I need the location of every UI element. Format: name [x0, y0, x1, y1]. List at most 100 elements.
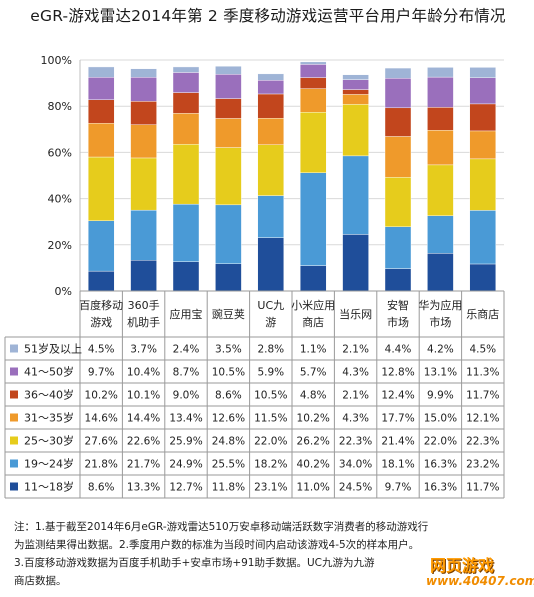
table-cell-value: 27.6% [85, 436, 118, 448]
table-cell-value: 10.4% [127, 367, 160, 379]
table-cell-value: 26.2% [297, 436, 330, 448]
bar-segment [130, 77, 157, 102]
table-cell-value: 24.8% [212, 436, 245, 448]
y-tick-label: 60% [48, 146, 72, 159]
legend-label: 41～50岁 [24, 365, 74, 379]
bar-segment [215, 147, 242, 206]
bar-segment [87, 66, 115, 78]
table-cell-value: 8.6% [88, 482, 115, 494]
table-cell-value: 12.4% [381, 390, 414, 402]
bar-segment [427, 107, 454, 131]
table-cell-value: 34.0% [339, 459, 372, 471]
table-cell-value: 24.9% [169, 459, 202, 471]
legend-label: 11～18岁 [24, 480, 74, 494]
legend-label: 19～24岁 [24, 457, 74, 471]
bar-segment [384, 67, 412, 79]
legend-swatch [10, 367, 18, 376]
table-cell-value: 11.7% [466, 390, 499, 402]
table-cell-value: 4.4% [385, 344, 412, 356]
bar-segment [384, 107, 412, 137]
bar-segment [469, 210, 496, 265]
bar-segment [300, 112, 327, 173]
table-cell-value: 24.5% [339, 482, 372, 494]
table-cell-value: 11.8% [212, 482, 245, 494]
site-watermark-logo: 网页游戏 www.40407.com [422, 548, 534, 594]
legend-swatch [10, 344, 18, 353]
bar-segment [87, 220, 115, 272]
table-cell-value: 16.3% [424, 482, 457, 494]
bar-segment [384, 177, 412, 227]
y-tick-label: 100% [41, 54, 72, 67]
bar-segment [469, 158, 496, 211]
y-tick-label: 40% [48, 193, 72, 206]
bar-segment [469, 263, 496, 292]
table-cell-value: 13.3% [127, 482, 160, 494]
table-cell-value: 10.2% [85, 390, 118, 402]
table-cell-value: 8.7% [173, 367, 200, 379]
table-cell-value: 9.7% [88, 367, 115, 379]
bar-segment [300, 61, 327, 65]
bar-segment [342, 234, 369, 292]
table-cell-value: 18.2% [254, 459, 287, 471]
table-cell-value: 4.3% [342, 367, 369, 379]
bar-segment [215, 98, 242, 119]
table-cell-value: 2.4% [173, 344, 200, 356]
table-cell-value: 3.7% [130, 344, 157, 356]
bar-segment [130, 124, 157, 159]
table-cell-value: 18.1% [381, 459, 414, 471]
bar-segment [130, 260, 157, 292]
footnote-line-3: 3.百度移动游戏数据为百度手机助手+安卓市场+91助手数据。UC九游为九游 [14, 557, 375, 569]
bar-segment [130, 101, 157, 125]
table-cell-value: 10.1% [127, 390, 160, 402]
table-cell-value: 2.1% [342, 344, 369, 356]
category-label: 应用宝 [170, 307, 203, 321]
table-cell-value: 22.3% [339, 436, 372, 448]
bar-segment [257, 118, 284, 145]
table-cell-value: 9.7% [385, 482, 412, 494]
table-cell-value: 11.5% [254, 413, 287, 425]
table-cell-value: 40.2% [297, 459, 330, 471]
category-label: 百度移动游戏 [79, 298, 123, 329]
bar-segment [427, 76, 454, 108]
bar-segment [427, 215, 454, 254]
legend-swatch [10, 436, 18, 445]
bar-segment [257, 195, 284, 238]
bar-segment [300, 172, 327, 266]
table-cell-value: 4.8% [300, 390, 327, 402]
table-cell-value: 12.8% [381, 367, 414, 379]
table-cell-value: 3.5% [215, 344, 242, 356]
category-label: 当乐网 [339, 307, 372, 321]
footnote: 注：1.基于截至2014年6月eGR-游戏雷达510万安卓移动端活跃数字消费者的… [14, 518, 484, 590]
bar-segment [342, 74, 369, 80]
y-tick-label: 20% [48, 239, 72, 252]
bar-segment [215, 263, 242, 292]
legend-label: 31～35岁 [24, 411, 74, 425]
bar-segment [215, 204, 242, 264]
bar-segment [300, 77, 327, 89]
bar-segment [427, 253, 454, 292]
watermark-url: www.40407.com [426, 574, 534, 588]
y-tick-label: 0% [55, 285, 72, 298]
bar-segment [427, 67, 454, 78]
bar-segment [172, 113, 200, 145]
category-label: 安智市场 [387, 298, 409, 329]
bar-segment [342, 89, 369, 95]
table-cell-value: 4.2% [427, 344, 454, 356]
bar-segment [87, 156, 115, 221]
legend-swatch [10, 390, 18, 399]
footnote-line-2: 为监测结果得出数据。2.季度用户数的标准为当段时间内启动该游戏4-5次的样本用户… [14, 539, 420, 551]
table-cell-value: 2.1% [342, 390, 369, 402]
table-cell-value: 22.0% [254, 436, 287, 448]
table-cell-value: 17.7% [381, 413, 414, 425]
bar-segment [87, 77, 115, 100]
legend-label: 25～30岁 [24, 434, 74, 448]
table-cell-value: 9.0% [173, 390, 200, 402]
table-cell-value: 21.8% [85, 459, 118, 471]
table-cell-value: 9.9% [427, 390, 454, 402]
table-cell-value: 14.4% [127, 413, 160, 425]
table-cell-value: 22.3% [466, 436, 499, 448]
watermark-name: 网页游戏 [430, 556, 495, 575]
bar-segment [469, 67, 496, 78]
bar-segment [130, 157, 157, 211]
bar-segment [342, 79, 369, 90]
